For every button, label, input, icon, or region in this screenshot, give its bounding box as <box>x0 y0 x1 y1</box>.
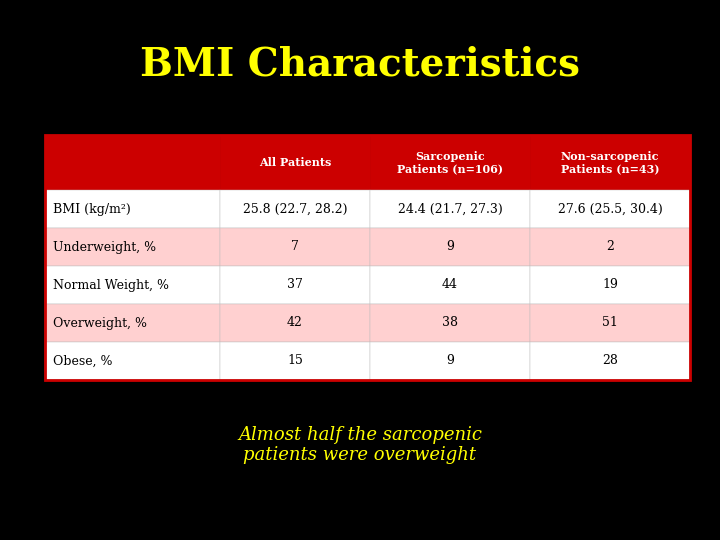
FancyBboxPatch shape <box>45 266 220 304</box>
FancyBboxPatch shape <box>45 342 220 380</box>
Text: All Patients: All Patients <box>258 157 331 168</box>
Text: Sarcopenic
Patients (n=106): Sarcopenic Patients (n=106) <box>397 151 503 174</box>
Text: 25.8 (22.7, 28.2): 25.8 (22.7, 28.2) <box>243 202 347 215</box>
FancyBboxPatch shape <box>370 266 530 304</box>
FancyBboxPatch shape <box>370 304 530 342</box>
FancyBboxPatch shape <box>220 304 370 342</box>
Text: Non-sarcopenic
Patients (n=43): Non-sarcopenic Patients (n=43) <box>561 151 660 174</box>
FancyBboxPatch shape <box>370 342 530 380</box>
FancyBboxPatch shape <box>530 228 690 266</box>
Text: 2: 2 <box>606 240 614 253</box>
Text: 9: 9 <box>446 240 454 253</box>
FancyBboxPatch shape <box>220 342 370 380</box>
FancyBboxPatch shape <box>220 228 370 266</box>
Text: 24.4 (21.7, 27.3): 24.4 (21.7, 27.3) <box>397 202 503 215</box>
Text: 28: 28 <box>602 354 618 368</box>
FancyBboxPatch shape <box>220 190 370 228</box>
Text: Overweight, %: Overweight, % <box>53 316 147 329</box>
Text: 37: 37 <box>287 279 303 292</box>
FancyBboxPatch shape <box>45 135 220 190</box>
FancyBboxPatch shape <box>45 304 220 342</box>
FancyBboxPatch shape <box>370 135 530 190</box>
FancyBboxPatch shape <box>530 135 690 190</box>
Text: 38: 38 <box>442 316 458 329</box>
FancyBboxPatch shape <box>45 190 220 228</box>
FancyBboxPatch shape <box>530 304 690 342</box>
FancyBboxPatch shape <box>370 228 530 266</box>
FancyBboxPatch shape <box>530 266 690 304</box>
FancyBboxPatch shape <box>370 190 530 228</box>
Text: Obese, %: Obese, % <box>53 354 112 368</box>
Text: 51: 51 <box>602 316 618 329</box>
Text: 42: 42 <box>287 316 303 329</box>
FancyBboxPatch shape <box>530 190 690 228</box>
Text: 7: 7 <box>291 240 299 253</box>
FancyBboxPatch shape <box>220 266 370 304</box>
FancyBboxPatch shape <box>220 135 370 190</box>
Text: BMI (kg/m²): BMI (kg/m²) <box>53 202 131 215</box>
Text: BMI Characteristics: BMI Characteristics <box>140 45 580 83</box>
Text: Almost half the sarcopenic
patients were overweight: Almost half the sarcopenic patients were… <box>238 426 482 464</box>
Text: 19: 19 <box>602 279 618 292</box>
Text: 27.6 (25.5, 30.4): 27.6 (25.5, 30.4) <box>557 202 662 215</box>
Text: Normal Weight, %: Normal Weight, % <box>53 279 169 292</box>
Text: Underweight, %: Underweight, % <box>53 240 156 253</box>
FancyBboxPatch shape <box>530 342 690 380</box>
Text: 15: 15 <box>287 354 303 368</box>
FancyBboxPatch shape <box>45 228 220 266</box>
Text: 9: 9 <box>446 354 454 368</box>
Text: 44: 44 <box>442 279 458 292</box>
